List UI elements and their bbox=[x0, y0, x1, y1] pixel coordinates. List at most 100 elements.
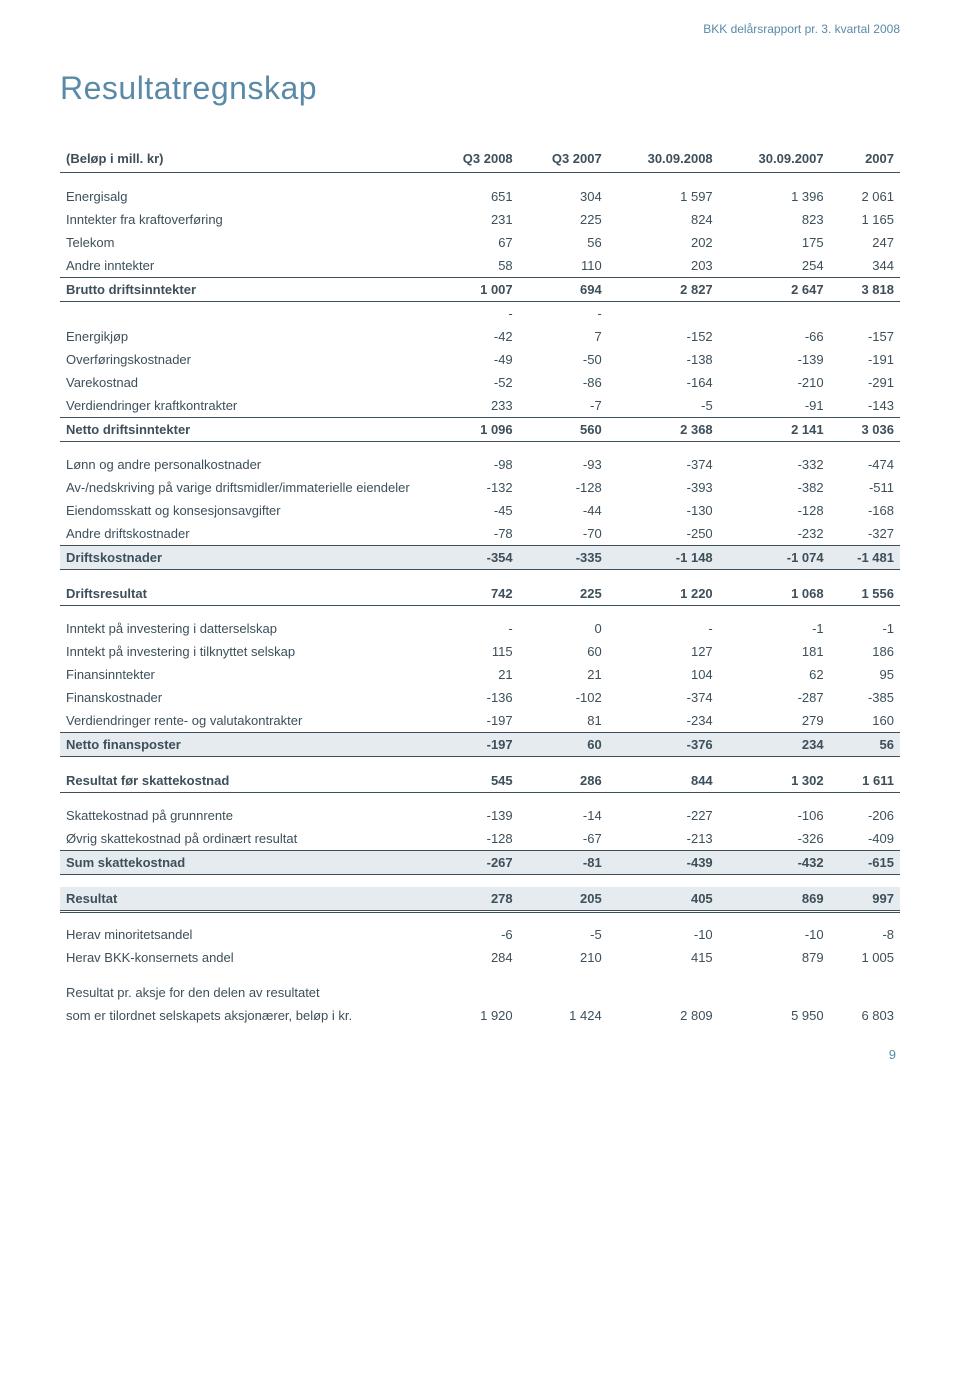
table-row: Lønn og andre personalkostnader-98-93-37… bbox=[60, 453, 900, 476]
table-row: Herav minoritetsandel-6-5-10-10-8 bbox=[60, 923, 900, 946]
table-row: Energisalg6513041 5971 3962 061 bbox=[60, 185, 900, 208]
row-value: -52 bbox=[430, 371, 519, 394]
row-value: -86 bbox=[519, 371, 608, 394]
row-value: 304 bbox=[519, 185, 608, 208]
row-value: 1 597 bbox=[608, 185, 719, 208]
row-value: -206 bbox=[830, 804, 900, 827]
row-label: Resultat bbox=[60, 887, 430, 912]
row-label: Netto finansposter bbox=[60, 733, 430, 757]
row-value: 21 bbox=[519, 663, 608, 686]
row-value: 81 bbox=[519, 709, 608, 733]
row-value: 2 368 bbox=[608, 417, 719, 441]
row-value: -128 bbox=[719, 499, 830, 522]
col-ytd-2008: 30.09.2008 bbox=[608, 147, 719, 173]
row-value: 824 bbox=[608, 208, 719, 231]
row-value: 7 bbox=[519, 325, 608, 348]
table-row bbox=[60, 441, 900, 453]
row-value: -234 bbox=[608, 709, 719, 733]
row-value: -210 bbox=[719, 371, 830, 394]
row-value: -42 bbox=[430, 325, 519, 348]
row-label: Verdiendringer rente- og valutakontrakte… bbox=[60, 709, 430, 733]
row-value: 2 647 bbox=[719, 277, 830, 301]
row-label: Inntekt på investering i tilknyttet sels… bbox=[60, 640, 430, 663]
row-value: -5 bbox=[519, 923, 608, 946]
table-row: Resultat før skattekostnad5452868441 302… bbox=[60, 769, 900, 793]
row-value: -44 bbox=[519, 499, 608, 522]
row-label: Varekostnad bbox=[60, 371, 430, 394]
table-row: Eiendomsskatt og konsesjonsavgifter-45-4… bbox=[60, 499, 900, 522]
row-value: 210 bbox=[519, 946, 608, 969]
row-value: 202 bbox=[608, 231, 719, 254]
row-value: -14 bbox=[519, 804, 608, 827]
table-row: Varekostnad-52-86-164-210-291 bbox=[60, 371, 900, 394]
row-value: -164 bbox=[608, 371, 719, 394]
table-row bbox=[60, 875, 900, 887]
row-value: -409 bbox=[830, 827, 900, 851]
table-row: Av-/nedskriving på varige driftsmidler/i… bbox=[60, 476, 900, 499]
row-value: -93 bbox=[519, 453, 608, 476]
row-value: -511 bbox=[830, 476, 900, 499]
row-value: -8 bbox=[830, 923, 900, 946]
table-header-row: (Beløp i mill. kr) Q3 2008 Q3 2007 30.09… bbox=[60, 147, 900, 173]
spacer-cell bbox=[60, 570, 900, 582]
row-value: -106 bbox=[719, 804, 830, 827]
row-value: -130 bbox=[608, 499, 719, 522]
row-label: Andre inntekter bbox=[60, 254, 430, 278]
row-value: -78 bbox=[430, 522, 519, 546]
row-value: -385 bbox=[830, 686, 900, 709]
table-row: Resultat278205405869997 bbox=[60, 887, 900, 912]
row-value: 415 bbox=[608, 946, 719, 969]
row-label: Resultat før skattekostnad bbox=[60, 769, 430, 793]
row-label: Inntekt på investering i datterselskap bbox=[60, 617, 430, 640]
table-row: Resultat pr. aksje for den delen av resu… bbox=[60, 981, 900, 1004]
row-value bbox=[519, 981, 608, 1004]
row-value: 58 bbox=[430, 254, 519, 278]
page-title: Resultatregnskap bbox=[60, 70, 900, 107]
row-value: -335 bbox=[519, 546, 608, 570]
row-value: -1 074 bbox=[719, 546, 830, 570]
row-value: 2 061 bbox=[830, 185, 900, 208]
row-label: Energikjøp bbox=[60, 325, 430, 348]
row-value bbox=[608, 981, 719, 1004]
table-row bbox=[60, 605, 900, 617]
row-value: 1 220 bbox=[608, 582, 719, 606]
row-label: Driftsresultat bbox=[60, 582, 430, 606]
row-label: Overføringskostnader bbox=[60, 348, 430, 371]
row-value: -439 bbox=[608, 851, 719, 875]
row-value: -6 bbox=[430, 923, 519, 946]
row-value: -374 bbox=[608, 453, 719, 476]
table-row: Øvrig skattekostnad på ordinært resultat… bbox=[60, 827, 900, 851]
row-value: 254 bbox=[719, 254, 830, 278]
table-row: Finanskostnader-136-102-374-287-385 bbox=[60, 686, 900, 709]
row-value: -1 148 bbox=[608, 546, 719, 570]
row-label: Telekom bbox=[60, 231, 430, 254]
row-value bbox=[830, 981, 900, 1004]
row-value: 225 bbox=[519, 582, 608, 606]
row-value: -132 bbox=[430, 476, 519, 499]
col-2007: 2007 bbox=[830, 147, 900, 173]
table-row bbox=[60, 792, 900, 804]
row-label: Energisalg bbox=[60, 185, 430, 208]
row-value bbox=[430, 981, 519, 1004]
row-value: 1 611 bbox=[830, 769, 900, 793]
row-value: -374 bbox=[608, 686, 719, 709]
table-row: Energikjøp-427-152-66-157 bbox=[60, 325, 900, 348]
table-row bbox=[60, 757, 900, 769]
row-value: -136 bbox=[430, 686, 519, 709]
row-value: 160 bbox=[830, 709, 900, 733]
row-label: Eiendomsskatt og konsesjonsavgifter bbox=[60, 499, 430, 522]
row-value: -128 bbox=[519, 476, 608, 499]
row-value: -5 bbox=[608, 394, 719, 418]
row-value: - bbox=[519, 301, 608, 325]
table-row: Netto finansposter-19760-37623456 bbox=[60, 733, 900, 757]
row-label: Av-/nedskriving på varige driftsmidler/i… bbox=[60, 476, 430, 499]
row-label: Driftskostnader bbox=[60, 546, 430, 570]
row-value: -98 bbox=[430, 453, 519, 476]
table-row: Telekom6756202175247 bbox=[60, 231, 900, 254]
row-value: 186 bbox=[830, 640, 900, 663]
row-value: -152 bbox=[608, 325, 719, 348]
table-row bbox=[60, 969, 900, 981]
row-value: 231 bbox=[430, 208, 519, 231]
row-value: -143 bbox=[830, 394, 900, 418]
row-value: 279 bbox=[719, 709, 830, 733]
